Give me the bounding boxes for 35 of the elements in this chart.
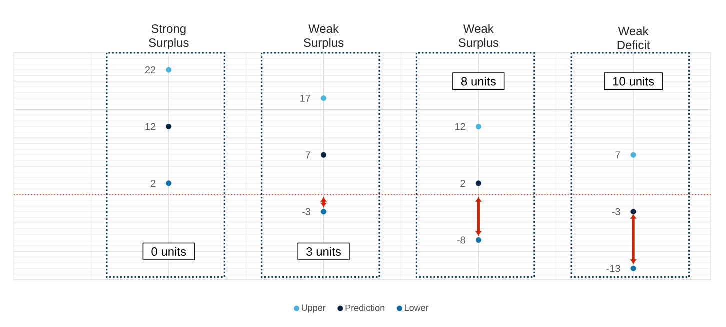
data-label: 12: [146, 123, 156, 130]
data-label: 22: [145, 66, 156, 74]
data-label: -3: [612, 208, 620, 216]
data-label: 7: [306, 152, 310, 159]
data-label: 12: [455, 123, 466, 130]
x-tick-label: Weak Surplus: [304, 24, 344, 50]
point: [630, 209, 636, 215]
data-label: -8: [457, 236, 466, 244]
point: [476, 237, 482, 244]
point: [630, 152, 636, 158]
annotation: 0 units: [152, 247, 186, 256]
point: [166, 180, 172, 186]
point: [476, 180, 482, 186]
data-label: 2: [460, 180, 466, 188]
point: [476, 124, 482, 130]
legend-label: Upper: [302, 304, 326, 313]
data-label: 2: [151, 180, 156, 188]
legend-label: Prediction: [346, 304, 385, 312]
annotation: 10 units: [613, 76, 654, 86]
point: [320, 96, 327, 102]
annotation: 8 units: [462, 76, 496, 86]
point: [166, 67, 172, 73]
annotation: 3 units: [306, 247, 342, 256]
x-tick-label: Weak Surplus: [458, 24, 499, 50]
point: [320, 209, 327, 215]
data-label: 17: [300, 94, 310, 102]
data-label: -13: [606, 265, 620, 272]
point: [166, 124, 172, 130]
point: [320, 152, 327, 158]
point: [630, 266, 636, 272]
x-tick-label: Weak Deficit: [618, 26, 650, 50]
x-tick-label: Strong Surplus: [149, 24, 189, 50]
legend-label: Lower: [405, 304, 429, 312]
data-label: 7: [616, 152, 620, 159]
data-label: -3: [302, 208, 311, 216]
